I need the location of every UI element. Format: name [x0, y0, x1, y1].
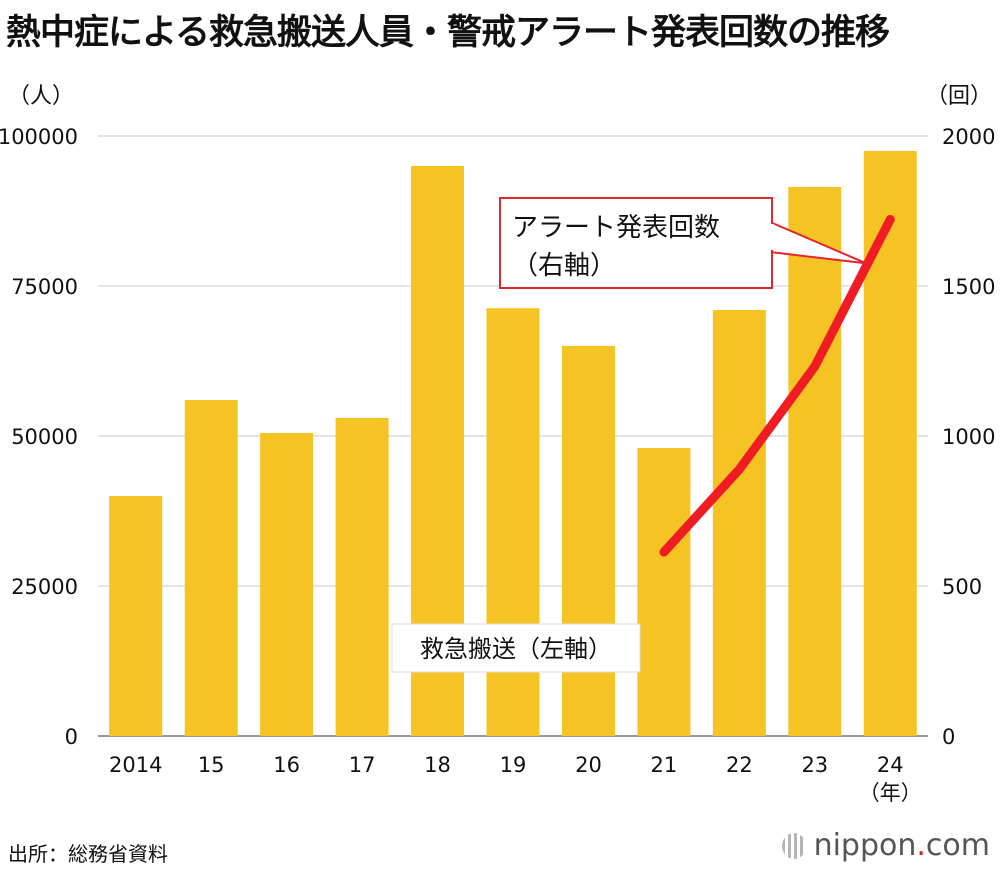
left-axis-unit: （人） — [8, 84, 75, 109]
right-tick-label: 500 — [942, 575, 982, 599]
x-tick-label: 19 — [500, 753, 527, 777]
brand-dot: . — [916, 828, 926, 863]
right-tick-label: 1500 — [942, 275, 995, 299]
right-tick-label: 1000 — [942, 425, 995, 449]
axis-ticks: 0 25000 50000 75000 100000 0 500 1000 1500 2000 20… — [0, 125, 995, 805]
bar-23 — [788, 187, 842, 736]
bar-17 — [335, 418, 389, 736]
source-note: 出所：総務省資料 — [8, 842, 168, 866]
chart-title: 熱中症による救急搬送人員・警戒アラート発表回数の推移 — [6, 13, 890, 53]
brand-name: nippon — [813, 828, 917, 863]
left-tick-label: 25000 — [11, 575, 78, 599]
line-callout-box — [499, 197, 773, 289]
bar-2014 — [109, 496, 163, 736]
alert-count-line — [659, 214, 895, 557]
line-series — [659, 214, 895, 557]
bar-15 — [184, 400, 238, 736]
x-tick-label: 18 — [424, 753, 451, 777]
bar-callout-label: 救急搬送（左軸） — [420, 635, 612, 663]
line-callout-label: アラート発表回数 — [512, 213, 720, 243]
x-tick-label: 20 — [575, 753, 602, 777]
x-tick-label: 23 — [801, 753, 828, 777]
bar-22 — [712, 310, 766, 736]
brand-tld: com — [925, 828, 990, 863]
brand-mark-icon — [781, 832, 806, 859]
bar-20 — [561, 346, 615, 736]
x-axis-unit: （年） — [859, 781, 922, 805]
right-axis-unit: （回） — [925, 84, 992, 109]
x-tick-label: 15 — [198, 753, 225, 777]
left-tick-label: 0 — [65, 725, 78, 749]
annotations: 救急搬送（左軸） アラート発表回数 （右軸） — [391, 197, 868, 673]
right-tick-label: 2000 — [942, 125, 995, 149]
x-tick-label: 24 — [877, 753, 904, 777]
x-tick-label: 22 — [726, 753, 753, 777]
x-tick-label: 2014 — [109, 753, 162, 777]
left-tick-label: 75000 — [11, 275, 78, 299]
bar-24 — [863, 151, 917, 736]
bar-16 — [260, 433, 314, 736]
x-tick-label: 21 — [651, 753, 678, 777]
bar-callout-box — [391, 623, 641, 673]
bar-21 — [637, 448, 691, 736]
line-callout-joint — [768, 224, 774, 250]
right-tick-label: 0 — [942, 725, 955, 749]
x-tick-label: 16 — [273, 753, 300, 777]
left-tick-label: 50000 — [11, 425, 78, 449]
brand-logo: nippon. com — [781, 828, 990, 863]
x-tick-label: 17 — [349, 753, 376, 777]
left-tick-label: 100000 — [0, 125, 78, 149]
line-callout-label-axis: （右軸） — [512, 251, 616, 281]
